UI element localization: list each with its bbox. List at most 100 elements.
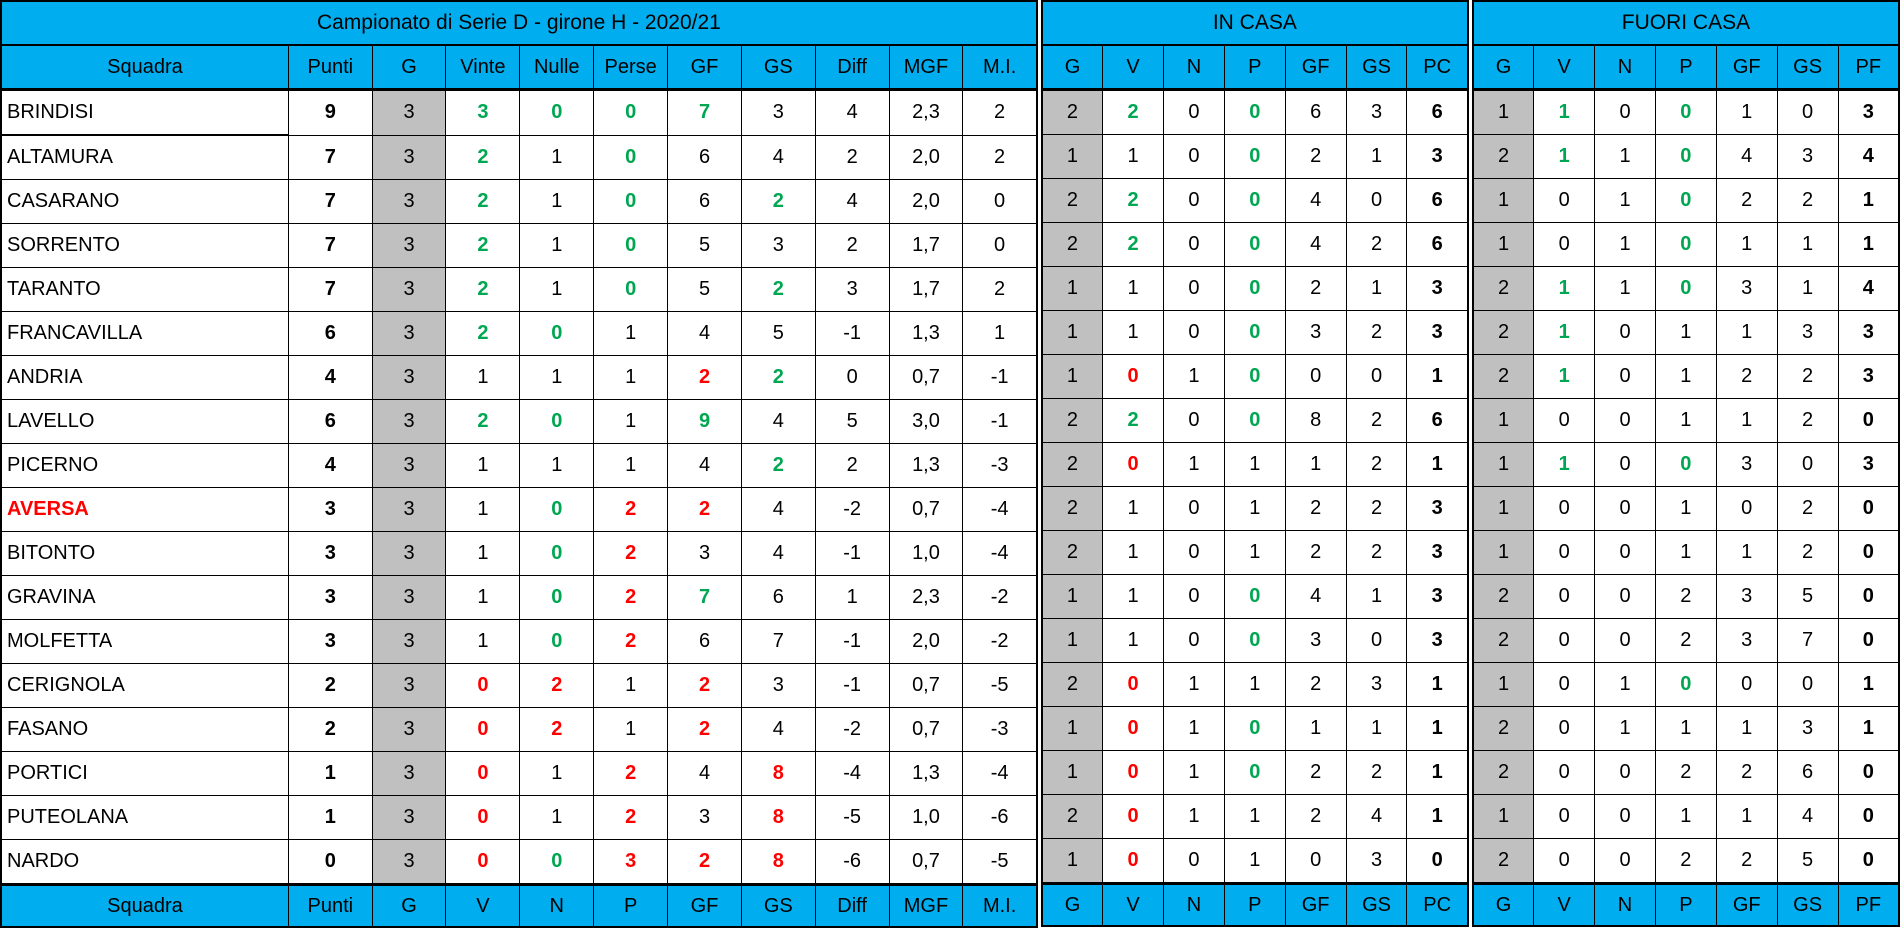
stat-cell: 6 [1284,89,1347,135]
stat-cell: 0 [593,179,669,224]
stat-cell: 1 [1041,310,1104,355]
stat-cell: 0 [1284,838,1347,884]
stat-cell: 0 [1223,134,1286,179]
stat-cell: 3 [1406,618,1469,663]
stat-cell: 1 [1041,706,1104,751]
stat-cell: 1 [593,443,669,488]
column-header-pc: PC [1406,44,1469,91]
stat-cell: 0 [1102,706,1164,751]
stat-cell: 3 [1715,266,1778,311]
stat-cell: 2 [1041,530,1104,575]
stat-cell: 2 [287,707,373,752]
stat-cell: 1 [445,619,521,664]
stat-cell: 1 [1102,134,1164,179]
stat-cell: 1 [1533,266,1596,311]
stat-cell: 2 [1284,134,1347,179]
stat-cell: 1 [593,707,669,752]
stat-cell: 0 [1837,398,1900,443]
stat-cell: 0,7 [888,487,964,532]
stat-cell: 0 [1223,222,1286,267]
stat-cell: 2 [1715,750,1778,795]
table-row: GRAVINA 3 3 1 0 2 7 6 1 2,3 -2 [0,575,1038,620]
stat-cell: 3 [1837,354,1900,399]
stat-cell: 1 [445,355,521,400]
stat-cell: 1 [1223,530,1286,575]
stat-cell: 1 [1472,89,1535,135]
stat-cell: 1 [1406,354,1469,399]
stat-cell: 1 [1654,310,1717,355]
stat-cell: 2 [593,487,669,532]
stat-cell: 4 [740,531,816,576]
stat-cell: 1 [1102,530,1164,575]
stat-cell: 3 [371,531,447,576]
stat-cell: 2 [1715,354,1778,399]
stat-cell: 0 [519,575,595,620]
footer-header-g: G [1041,882,1104,927]
stat-cell: 1 [593,663,669,708]
footer-header-p: P [1223,882,1286,927]
stat-cell: 1 [1776,266,1839,311]
column-header-g: G [1041,44,1104,91]
stat-cell: 2 [1776,486,1839,531]
stat-cell: 0 [1533,706,1596,751]
footer-header-gf: GF [1284,882,1347,927]
stat-cell: 1 [1654,354,1717,399]
stat-cell: 0 [1654,178,1717,223]
stat-cell: 1,3 [888,443,964,488]
stat-cell: 1 [1472,662,1535,707]
stat-cell: 2,0 [888,619,964,664]
column-header-mi: M.I. [962,44,1038,91]
stat-cell: 1 [1102,618,1164,663]
stat-cell: 0 [1533,222,1596,267]
stat-cell: 9 [287,89,373,136]
stat-cell: 3 [1406,574,1469,619]
stat-cell: 3 [1776,310,1839,355]
stat-cell: 3 [667,795,742,840]
stat-cell: 1 [1472,486,1535,531]
stat-cell: 0 [1594,530,1656,575]
stat-cell: 3 [371,839,447,885]
stat-cell: 4 [1837,134,1900,179]
stat-cell: 4 [740,134,816,180]
stat-cell: 0 [1163,618,1225,663]
stat-cell: 2 [1102,398,1164,443]
table-row: BRINDISI 9 3 3 0 0 7 3 4 2,3 2 [0,89,1038,136]
stat-cell: 0 [287,839,373,885]
stat-cell: 1 [1163,750,1225,795]
stat-cell: 2 [1472,354,1535,399]
stat-cell: 5 [1776,838,1839,884]
stat-cell: 0 [1102,794,1164,839]
stat-cell: 1 [1594,662,1656,707]
stat-cell: 0 [1594,89,1656,135]
team-name: FRANCAVILLA [0,311,289,356]
column-header-gf: GF [1715,44,1778,91]
stat-cell: 0 [1223,89,1286,135]
stat-cell: 1 [1837,662,1900,707]
team-name: AVERSA [0,487,289,532]
team-name: NARDO [0,839,289,885]
team-name: GRAVINA [0,575,289,620]
stat-cell: 2 [1284,266,1347,311]
stat-cell: 1 [1533,134,1596,179]
stat-cell: 1 [1041,750,1104,795]
column-header-v: V [1102,44,1164,91]
footer-header-punti: Punti [287,883,373,928]
team-name: TARANTO [0,267,289,312]
footer-header-diff: Diff [814,883,890,928]
stat-cell: 3 [1345,838,1408,884]
stat-cell: -3 [962,443,1038,488]
stat-cell: 0 [814,355,890,400]
stat-cell: 3 [593,839,669,885]
stat-cell: 1 [1345,574,1408,619]
stat-cell: 2 [519,663,595,708]
stat-cell: 1,3 [888,311,964,356]
